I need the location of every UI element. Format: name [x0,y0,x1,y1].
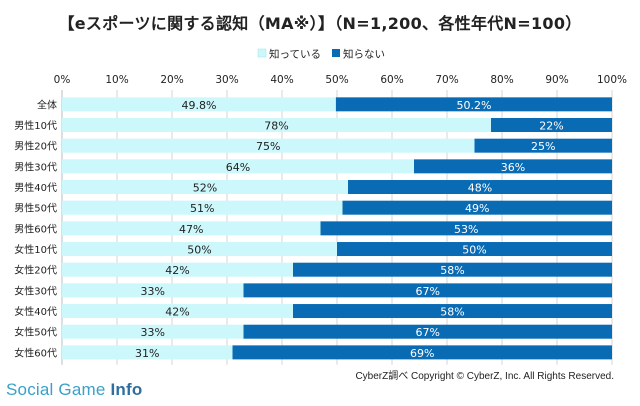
bar-segment-aware [62,118,491,133]
x-tick-label: 50% [325,74,348,86]
y-category-label: 女性30代 [14,284,57,297]
bar-segment-unaware [320,221,612,236]
data-label: 50% [462,244,486,257]
data-label: 25% [531,140,555,153]
y-axis-labels: 全体男性10代男性20代男性30代男性40代男性50代男性60代女性10代女性2… [14,98,57,359]
bar-segment-aware [62,242,337,257]
x-tick-label: 20% [160,74,183,86]
data-label: 49% [465,202,489,215]
x-tick-label: 100% [597,74,627,86]
data-label: 22% [539,120,563,133]
bar-segment-unaware [342,200,612,215]
bar-segment-unaware [243,283,612,298]
data-label: 67% [416,285,440,298]
x-tick-label: 70% [435,74,458,86]
legend-label-2: 知らない [343,48,385,61]
bar-segment-unaware [414,159,612,174]
bar-segment-aware [62,304,293,319]
data-label: 78% [264,120,288,133]
bar-segment-aware [62,97,336,112]
data-label: 58% [440,264,464,277]
data-label: 49.8% [181,99,216,112]
brand-logo-bold: Info [110,380,143,399]
legend-swatch-1 [257,48,267,58]
bar-segment-unaware [474,138,612,153]
bar-segment-aware [62,221,321,236]
x-tick-label: 60% [380,74,403,86]
bar-segment-unaware [293,262,612,277]
x-tick-label: 80% [490,74,513,86]
y-category-label: 女性20代 [14,264,57,277]
bar-segment-unaware [232,345,612,360]
copyright-credit: CyberZ調べ Copyright © CyberZ, Inc. All Ri… [355,371,614,382]
bar-segment-aware [62,324,244,339]
data-label: 33% [141,326,165,339]
data-label: 42% [165,306,189,319]
data-label: 64% [226,161,250,174]
chart-title: 【eスポーツに関する認知（MA※）】（N=1,200、各性年代N=100） [58,14,582,33]
data-label: 42% [165,264,189,277]
data-label: 50.2% [456,99,491,112]
data-label: 58% [440,306,464,319]
bars: 49.8% 50.2% 78% 22% 75% 25% 64% 36% 52% 48% 51% 49%… [62,97,612,360]
y-category-label: 男性50代 [14,202,57,215]
bar-segment-aware [62,283,244,298]
data-label: 48% [468,182,492,195]
bar-segment-aware [62,262,293,277]
legend-swatch-2 [332,49,340,57]
legend-label-1: 知っている [269,48,321,61]
bar-segment-unaware [491,118,612,133]
data-label: 53% [454,223,478,236]
bar-segment-aware [62,180,348,195]
data-label: 69% [410,347,434,360]
data-label: 33% [141,285,165,298]
data-label: 50% [187,244,211,257]
bar-segment-unaware [337,242,612,257]
bar-segment-aware [62,200,343,215]
y-category-label: 男性60代 [14,222,57,235]
x-tick-label: 30% [215,74,238,86]
x-tick-label: 40% [270,74,293,86]
bar-segment-unaware [335,97,612,112]
x-tick-label: 10% [105,74,128,86]
x-tick-label: 0% [54,74,71,86]
y-category-label: 女性10代 [14,243,57,256]
data-label: 36% [501,161,525,174]
y-category-label: 男性10代 [14,119,57,132]
data-label: 31% [135,347,159,360]
x-tick-label: 90% [545,74,568,86]
y-category-label: 女性60代 [14,346,57,359]
y-category-label: 男性30代 [14,160,57,173]
legend: 知っている 知らない [257,48,385,61]
data-label: 75% [256,140,280,153]
y-category-label: 全体 [37,98,57,111]
data-label: 51% [190,202,214,215]
y-category-label: 女性40代 [14,305,57,318]
bar-segment-unaware [293,304,612,319]
x-axis-ticks: 0% 10% 20% 30% 40% 50% 60% 70% 80% 90% 100% [54,74,627,86]
y-category-label: 男性20代 [14,140,57,153]
bar-segment-aware [62,138,475,153]
data-label: 67% [416,326,440,339]
bar-segment-aware [62,159,414,174]
bar-segment-unaware [243,324,612,339]
brand-logo: Social Game Info [6,380,142,400]
data-label: 52% [193,182,217,195]
data-label: 47% [179,223,203,236]
brand-logo-light: Social Game [6,380,111,399]
bar-segment-aware [62,345,233,360]
bar-segment-unaware [348,180,612,195]
y-category-label: 女性50代 [14,326,57,339]
y-category-label: 男性40代 [14,181,57,194]
